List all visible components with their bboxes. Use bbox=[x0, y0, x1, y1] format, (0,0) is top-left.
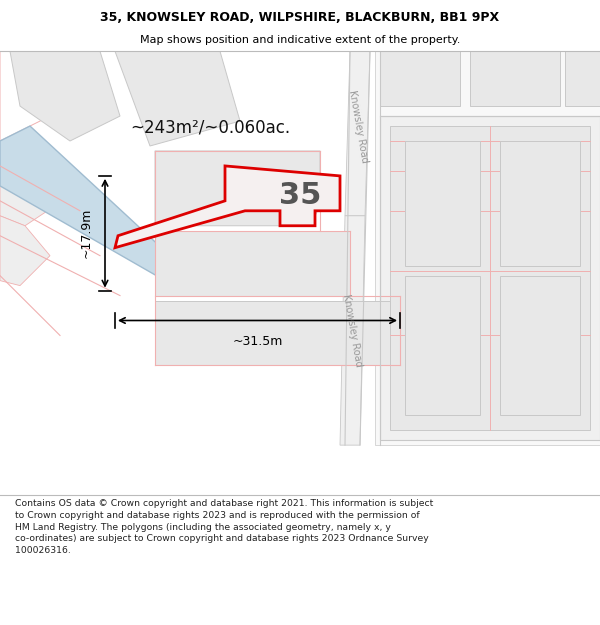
Text: ~17.9m: ~17.9m bbox=[80, 208, 93, 258]
Text: 35, KNOWSLEY ROAD, WILPSHIRE, BLACKBURN, BB1 9PX: 35, KNOWSLEY ROAD, WILPSHIRE, BLACKBURN,… bbox=[100, 11, 500, 24]
Polygon shape bbox=[405, 276, 480, 415]
Text: Map shows position and indicative extent of the property.: Map shows position and indicative extent… bbox=[140, 35, 460, 45]
Polygon shape bbox=[0, 51, 80, 141]
Polygon shape bbox=[500, 276, 580, 415]
Text: Contains OS data © Crown copyright and database right 2021. This information is : Contains OS data © Crown copyright and d… bbox=[15, 499, 433, 555]
Polygon shape bbox=[155, 301, 400, 366]
Polygon shape bbox=[380, 116, 600, 440]
Polygon shape bbox=[115, 51, 240, 146]
Polygon shape bbox=[0, 216, 50, 286]
Text: Knowsley Road: Knowsley Road bbox=[341, 293, 364, 368]
Polygon shape bbox=[390, 126, 590, 430]
Polygon shape bbox=[380, 51, 460, 106]
Polygon shape bbox=[0, 166, 55, 226]
Polygon shape bbox=[405, 141, 480, 266]
Text: ~243m²/~0.060ac.: ~243m²/~0.060ac. bbox=[130, 118, 290, 136]
Polygon shape bbox=[0, 126, 170, 281]
Polygon shape bbox=[375, 51, 600, 445]
Text: Knowsley Road: Knowsley Road bbox=[347, 89, 370, 163]
Polygon shape bbox=[155, 151, 320, 226]
Polygon shape bbox=[345, 51, 370, 216]
Polygon shape bbox=[155, 231, 350, 296]
Polygon shape bbox=[500, 141, 580, 266]
Polygon shape bbox=[115, 166, 340, 248]
Polygon shape bbox=[10, 51, 120, 141]
Text: 35: 35 bbox=[279, 181, 321, 211]
Text: ~31.5m: ~31.5m bbox=[232, 336, 283, 349]
Polygon shape bbox=[340, 216, 365, 445]
Polygon shape bbox=[565, 51, 600, 106]
Polygon shape bbox=[470, 51, 560, 106]
